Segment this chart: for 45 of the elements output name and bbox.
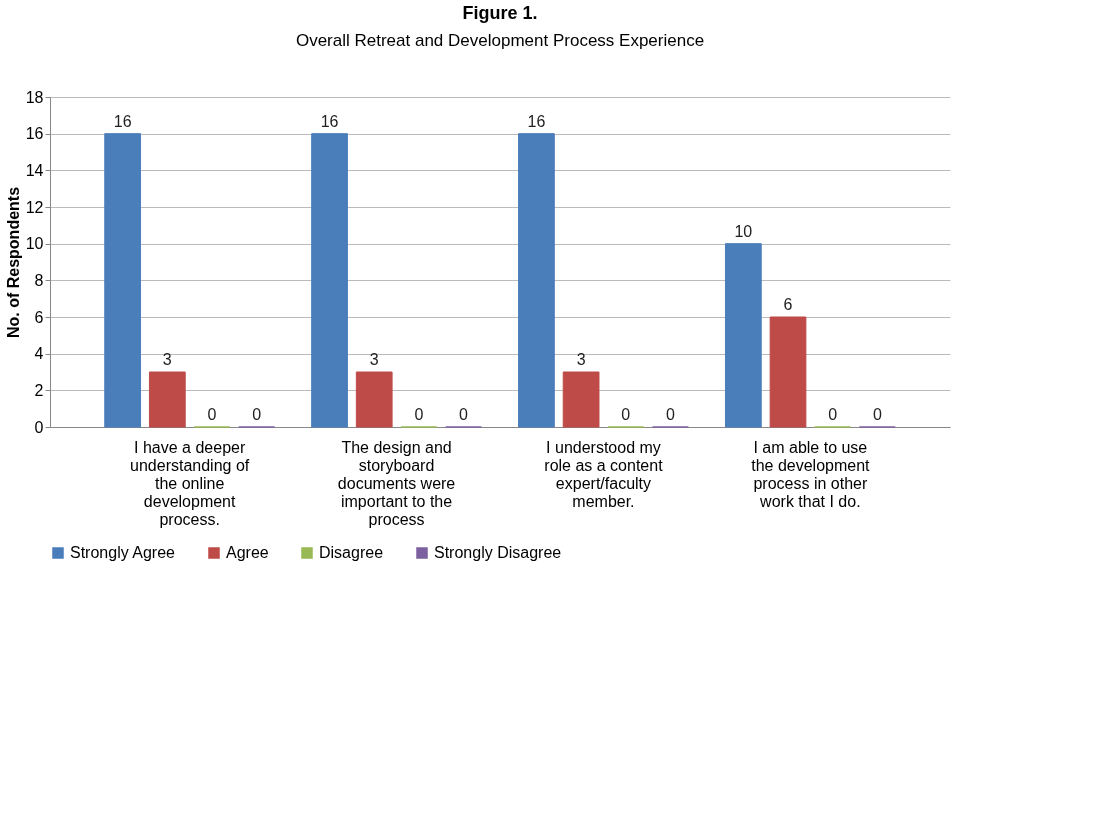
y-tick-label: 6 <box>34 308 44 326</box>
y-axis-title: No. of Respondents <box>4 186 22 339</box>
data-label: 0 <box>828 406 838 423</box>
data-label: 3 <box>162 351 172 368</box>
x-tick-label: The design and storyboard documents were important to the process <box>337 438 456 528</box>
bar <box>355 371 393 428</box>
y-tick-label: 18 <box>25 88 44 106</box>
bar <box>562 371 600 428</box>
data-label: 10 <box>734 222 753 240</box>
data-label: 0 <box>872 406 882 423</box>
data-label: 6 <box>783 296 793 313</box>
y-tick-label: 16 <box>25 125 44 143</box>
bar <box>104 133 142 428</box>
data-label: 16 <box>113 112 132 130</box>
bar <box>518 133 555 428</box>
legend-label: Disagree <box>319 544 384 561</box>
data-label: 0 <box>459 406 469 423</box>
y-tick-label: 14 <box>25 161 44 179</box>
data-label: 0 <box>414 406 424 423</box>
chart-subtitle: Overall Retreat and Development Process Experience <box>295 31 705 50</box>
y-tick-label: 0 <box>34 418 44 436</box>
bar <box>724 243 762 428</box>
legend-label: Strongly Disagree <box>434 544 562 561</box>
x-tick-label: I understood my role as a content expert/faculty member. <box>544 438 664 510</box>
data-label: 3 <box>369 351 379 368</box>
data-label: 0 <box>252 406 262 423</box>
bar <box>311 133 348 428</box>
data-label: 0 <box>666 406 675 423</box>
data-label: 3 <box>576 351 586 368</box>
data-label: 0 <box>621 406 631 423</box>
bar <box>148 371 186 428</box>
x-tick-label: I have a deeper understanding of the online development process. <box>130 438 250 528</box>
legend-label: Agree <box>226 544 269 561</box>
y-tick-label: 12 <box>25 198 44 216</box>
y-tick-label: 10 <box>25 235 44 253</box>
data-label: 16 <box>527 112 546 130</box>
bar <box>769 316 807 428</box>
legend-label: Strongly Agree <box>70 544 176 561</box>
x-tick-label: I am able to use the development process in other work that I do. <box>751 438 871 510</box>
data-label: 16 <box>320 112 339 130</box>
y-tick-label: 4 <box>34 345 44 363</box>
data-label: 0 <box>207 406 217 423</box>
chart-title: Figure 1. <box>462 3 538 23</box>
y-tick-label: 8 <box>34 271 44 289</box>
y-tick-label: 2 <box>34 381 44 399</box>
